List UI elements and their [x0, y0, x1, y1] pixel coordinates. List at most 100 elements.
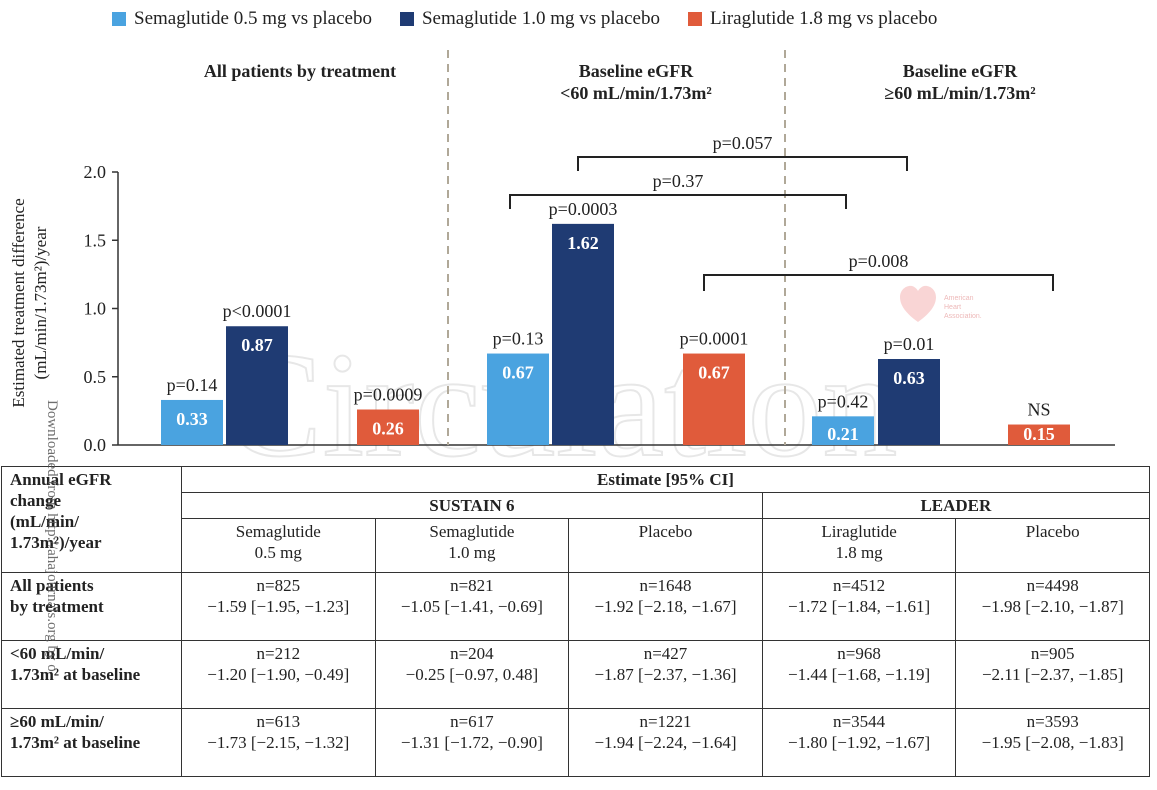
bar-value-label: 1.62 [567, 233, 599, 253]
aha-logo-watermark: American Heart Association. [900, 285, 982, 322]
col-header-line1: Liraglutide [821, 522, 897, 541]
row-label-all: All patients by treatment [1, 572, 182, 641]
table-header-row-2: SUSTAIN 6 LEADER [2, 492, 1151, 519]
legend-swatch-sema-10 [399, 12, 414, 26]
corner-line3: (mL/min/ [10, 512, 79, 531]
cell-n: n=4498 [1026, 576, 1079, 595]
cell-ci: −1.98 [−2.10, −1.87] [981, 597, 1124, 616]
cell-n: n=617 [450, 712, 494, 731]
legend-item-sema-05: Semaglutide 0.5 mg vs placebo [112, 8, 372, 30]
y-axis-label-line1: Estimated treatment difference [9, 198, 28, 407]
legend-label-sema-10: Semaglutide 1.0 mg vs placebo [421, 8, 660, 29]
legend: Semaglutide 0.5 mg vs placebo Semaglutid… [112, 8, 937, 30]
bar [812, 416, 874, 445]
col-header-line2: 1.0 mg [448, 543, 496, 562]
aha-logo-line1: American [944, 295, 974, 302]
bar-pvalue-label: p=0.42 [818, 391, 869, 411]
legend-item-sema-10: Semaglutide 1.0 mg vs placebo [399, 8, 660, 30]
corner-line1: Annual eGFR [10, 470, 112, 489]
cell-ci: −1.20 [−1.90, −0.49] [207, 665, 350, 684]
cell-ci: −1.95 [−2.08, −1.83] [981, 733, 1124, 752]
cell-n: n=212 [256, 644, 301, 663]
table-cell: n=968 −1.44 [−1.68, −1.19] [761, 640, 957, 709]
table-cell: n=427 −1.87 [−2.37, −1.36] [568, 640, 763, 709]
cell-n: n=204 [450, 644, 494, 663]
panel-title-lt60: Baseline eGFR <60 mL/min/1.73m² [486, 60, 786, 104]
corner-line4: 1.73m²)/year [10, 533, 102, 552]
comparison-bracket [703, 274, 1054, 291]
col-header-line1: Placebo [1025, 522, 1080, 541]
cell-ci: −1.87 [−2.37, −1.36] [594, 665, 737, 684]
download-watermark: Downloaded from http://ahajournals.org b… [44, 400, 60, 672]
table-cell: n=4512 −1.72 [−1.84, −1.61] [761, 572, 957, 641]
row-label-line1: All patients [10, 576, 94, 595]
col-header-placebo-leader: Placebo [955, 518, 1150, 573]
y-axis-label-line2: (mL/min/1.73m²)/year [31, 226, 50, 379]
y-tick-label: 1.5 [84, 230, 107, 250]
cell-n: n=3544 [833, 712, 886, 731]
bar-pvalue-label: p<0.0001 [223, 301, 292, 321]
table-cell: n=1221 −1.94 [−2.24, −1.64] [568, 708, 763, 777]
y-tick-label: 0.0 [84, 435, 107, 455]
cell-ci: −0.25 [−0.97, 0.48] [405, 665, 539, 684]
bar-value-label: 0.33 [176, 409, 208, 429]
bar [1008, 424, 1070, 445]
cell-ci: −1.73 [−2.15, −1.32] [207, 733, 350, 752]
table-cell: n=4498 −1.98 [−2.10, −1.87] [955, 572, 1150, 641]
col-header-line2: 0.5 mg [254, 543, 302, 562]
cell-n: n=613 [256, 712, 301, 731]
bar-pvalue-label: p=0.14 [167, 375, 218, 395]
bar [161, 399, 223, 445]
bar-value-label: 0.15 [1023, 424, 1055, 444]
cell-ci: −1.05 [−1.41, −0.69] [400, 597, 543, 616]
cell-ci: −2.11 [−2.37, −1.85] [981, 665, 1124, 684]
legend-swatch-lira-18 [687, 12, 702, 26]
table-header-row-3: Semaglutide 0.5 mg Semaglutide 1.0 mg Plac… [2, 518, 1150, 573]
col-header-sema-10: Semaglutide 1.0 mg [374, 518, 570, 573]
bracket-pvalue-label: p=0.008 [849, 251, 909, 271]
bracket-pvalue-label: p=0.37 [653, 171, 704, 191]
table-cell: n=212 −1.20 [−1.90, −0.49] [181, 640, 376, 709]
bar [552, 223, 614, 445]
bar-value-label: 0.63 [893, 368, 925, 388]
cell-n: n=4512 [833, 576, 886, 595]
bar-pvalue-label: p=0.0003 [549, 199, 618, 219]
bar-value-label: 0.26 [372, 419, 404, 439]
legend-item-lira-18: Liraglutide 1.8 mg vs placebo [687, 8, 938, 30]
row-label-line1: ≥60 mL/min/ [10, 712, 104, 731]
cell-ci: −1.31 [−1.72, −0.90] [400, 733, 543, 752]
bar [357, 409, 419, 445]
col-header-line1: Semaglutide [429, 522, 515, 541]
table-header-row-1: Annual eGFR change (mL/min/ 1.73m²)/year… [1, 466, 1150, 573]
panel-title-ge60: Baseline eGFR ≥60 mL/min/1.73m² [810, 60, 1110, 104]
cell-ci: −1.92 [−2.18, −1.67] [594, 597, 737, 616]
legend-label-lira-18: Liraglutide 1.8 mg vs placebo [709, 8, 938, 29]
bar [226, 326, 288, 445]
table-cell: n=821 −1.05 [−1.41, −0.69] [374, 572, 570, 641]
bar [878, 359, 940, 445]
table-cell: n=204 −0.25 [−0.97, 0.48] [374, 640, 570, 709]
legend-swatch-sema-05 [112, 12, 126, 26]
table-row: All patients by treatment n=825 −1.59 [−1.… [1, 572, 1150, 641]
cell-ci: −1.44 [−1.68, −1.19] [788, 665, 931, 684]
panel-title-lt60-line2: <60 mL/min/1.73m² [560, 83, 712, 103]
aha-logo-line2: Heart [944, 304, 961, 311]
table-cell: n=3544 −1.80 [−1.92, −1.67] [761, 708, 957, 777]
row-label-line2: by treatment [10, 597, 104, 616]
panel-title-ge60-line1: Baseline eGFR [902, 61, 1018, 81]
col-header-line1: Semaglutide [235, 522, 321, 541]
y-tick-label: 0.5 [84, 367, 107, 387]
cell-n: n=427 [643, 644, 688, 663]
table-cell: n=613 −1.73 [−2.15, −1.32] [181, 708, 376, 777]
row-label-line1: <60 mL/min/ [10, 644, 105, 663]
bar-value-label: 0.67 [698, 363, 730, 383]
aha-heart-icon [900, 285, 936, 322]
estimate-header: Estimate [95% CI] [181, 466, 1150, 493]
bar [683, 353, 745, 445]
panel-title-lt60-line1: Baseline eGFR [578, 61, 694, 81]
bar-value-label: 0.21 [827, 424, 859, 444]
cell-n: n=1221 [639, 712, 692, 731]
trial-header-sustain6: SUSTAIN 6 [181, 492, 763, 519]
row-label-lt60: <60 mL/min/1.73m² at baseline [1, 640, 182, 709]
